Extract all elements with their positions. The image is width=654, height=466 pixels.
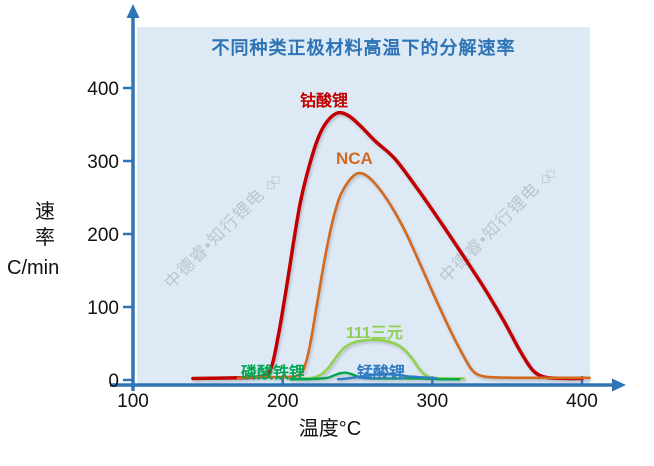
series-label-lithium-cobalt-oxide: 钴酸锂 [300, 93, 349, 110]
curve-lithium-cobalt-oxide [191, 110, 584, 381]
x-tick-label: 400 [566, 391, 598, 412]
y-axis-arrow-icon [126, 4, 140, 18]
curve-nca [236, 171, 591, 380]
x-tick-label: 200 [267, 391, 299, 412]
chart-title: 不同种类正极材料高温下的分解速率 [211, 38, 516, 58]
x-axis-label: 温度°C [298, 418, 362, 440]
series-label-lmo: 锰酸锂 [357, 365, 406, 382]
y-tick-label: 300 [87, 152, 119, 173]
y-tick-label: 0 [108, 371, 119, 392]
curve-nmc-111 [300, 338, 466, 380]
x-tick-label: 100 [117, 391, 149, 412]
curve-lmo [336, 372, 438, 381]
curves-group [191, 110, 591, 381]
x-tick-label: 300 [416, 391, 448, 412]
plot-area-background [137, 27, 590, 385]
y-axis-unit-label: C/min [7, 257, 60, 279]
series-label-nmc-111: 111三元 [346, 325, 403, 342]
x-axis-arrow-icon [612, 378, 626, 392]
series-label-lifepo4: 磷酸铁锂 [241, 365, 306, 382]
y-axis-label: 速率 [35, 201, 55, 249]
y-tick-label: 100 [87, 298, 119, 319]
curve-lifepo4 [289, 371, 461, 381]
series-label-nca: NCA [336, 149, 373, 168]
y-tick-label: 200 [87, 225, 119, 246]
y-tick-label: 400 [87, 79, 119, 100]
